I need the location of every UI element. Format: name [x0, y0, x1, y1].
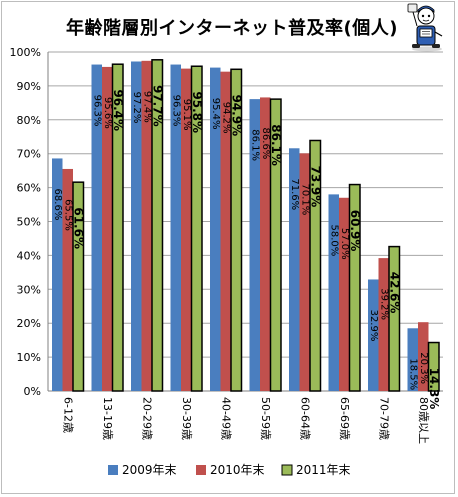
data-label: 32.9% [368, 310, 379, 342]
bar [131, 61, 142, 391]
bar [427, 341, 440, 392]
data-label: 86.6% [260, 128, 271, 160]
bar [339, 197, 350, 391]
bar [72, 181, 85, 392]
x-tick-label: 6-12歳 [61, 397, 74, 433]
data-label: 60.9% [348, 210, 362, 252]
data-label: 65.5% [62, 199, 73, 231]
bar [328, 194, 339, 391]
bar [230, 68, 243, 392]
bar [190, 65, 203, 392]
y-tick-label: 40% [17, 249, 41, 262]
legend-swatch [196, 465, 206, 475]
data-label: 97.4% [141, 91, 152, 123]
x-tick-label: 70-79歳 [377, 397, 390, 440]
bar [299, 153, 310, 391]
data-label: 97.2% [131, 92, 142, 124]
y-tick-label: 90% [17, 80, 41, 93]
bar [378, 258, 389, 391]
data-label: 14.3% [427, 368, 441, 410]
bar [407, 328, 418, 391]
x-tick-label: 60-64歳 [298, 397, 311, 440]
bar [220, 71, 231, 392]
data-label: 96.4% [111, 89, 125, 131]
bar [249, 99, 260, 391]
y-tick-label: 30% [17, 283, 41, 296]
legend-label: 2009年末 [122, 463, 177, 477]
bar [309, 139, 322, 392]
x-tick-label: 40-49歳 [219, 397, 232, 440]
data-label: 95.4% [210, 98, 221, 130]
data-label: 95.6% [102, 97, 113, 129]
bar [170, 64, 181, 391]
data-label: 20.3% [418, 352, 429, 384]
legend-label: 2010年末 [210, 463, 265, 477]
bar [91, 64, 102, 391]
bar [181, 68, 192, 392]
bar [141, 60, 152, 392]
bar [269, 98, 282, 392]
data-label: 68.6% [52, 189, 63, 221]
data-label: 18.5% [407, 358, 418, 390]
data-label: 70.1% [299, 183, 310, 215]
data-label: 57.0% [339, 228, 350, 260]
bar [260, 97, 271, 392]
x-tick-label: 30-39歳 [180, 397, 193, 440]
y-tick-label: 70% [17, 148, 41, 161]
y-tick-label: 10% [17, 351, 41, 364]
x-tick-label: 65-69歳 [338, 397, 351, 440]
data-label: 96.3% [170, 95, 181, 127]
data-label: 96.3% [91, 95, 102, 127]
bar [62, 168, 73, 391]
data-label: 86.1% [249, 129, 260, 161]
bar [52, 158, 63, 391]
legend-swatch [281, 464, 293, 476]
data-label: 39.2% [378, 288, 389, 320]
y-tick-label: 0% [24, 385, 41, 398]
reporter-mascot-icon [407, 3, 443, 52]
x-tick-label: 50-59歳 [259, 397, 272, 440]
data-label: 71.6% [289, 178, 300, 210]
y-tick-label: 80% [17, 114, 41, 127]
data-label: 42.6% [387, 272, 401, 314]
data-label: 94.9% [229, 94, 243, 136]
bar [111, 63, 124, 392]
y-tick-label: 50% [17, 216, 41, 229]
bar [102, 66, 113, 391]
data-label: 86.1% [269, 124, 283, 166]
x-tick-label: 80歳以上 [417, 397, 430, 444]
data-label: 73.9% [308, 166, 322, 208]
bar [151, 59, 164, 392]
bar [388, 245, 401, 392]
y-tick-label: 60% [17, 182, 41, 195]
chart-title: 年齢階層別インターネット普及率(個人) [66, 18, 398, 39]
bar [210, 67, 221, 392]
data-label: 94.2% [220, 102, 231, 134]
legend-swatch [108, 465, 118, 475]
y-tick-label: 20% [17, 317, 41, 330]
data-label: 95.8% [190, 91, 204, 133]
data-label: 97.7% [150, 85, 164, 127]
bar [418, 322, 429, 391]
data-label: 61.6% [71, 207, 85, 249]
data-label: 58.0% [328, 224, 339, 256]
x-tick-label: 13-19歳 [101, 397, 114, 440]
data-label: 95.1% [181, 99, 192, 131]
bar [289, 148, 300, 391]
bar [368, 279, 379, 391]
legend-label: 2011年末 [296, 463, 351, 477]
bar [348, 183, 361, 392]
y-tick-label: 100% [10, 46, 41, 59]
x-tick-label: 20-29歳 [140, 397, 153, 440]
